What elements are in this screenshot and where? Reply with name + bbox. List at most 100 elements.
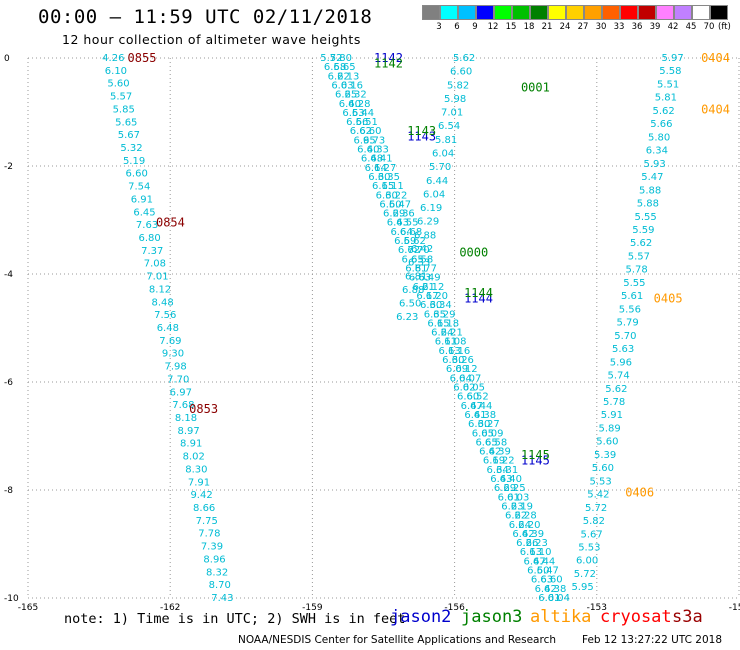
pass-time-label: 0853	[189, 402, 218, 416]
legend-swatch	[512, 5, 530, 20]
wave-height-value: 5.60	[107, 79, 129, 90]
wave-height-value: 6.17	[416, 291, 438, 302]
wave-height-value: 6.60	[359, 126, 381, 137]
wave-height-value: 6.30	[368, 172, 390, 183]
wave-height-value: 6.49	[418, 273, 440, 284]
pass-time-label: 1142	[374, 51, 403, 65]
wave-height-value: 6.24	[509, 520, 531, 531]
wave-height-value: 7.98	[164, 362, 186, 373]
wave-height-value: 7.43	[211, 593, 233, 604]
wave-height-value: 8.66	[193, 503, 215, 514]
wave-height-value: 5.79	[616, 318, 638, 329]
wave-height-value: 6.88	[402, 285, 424, 296]
wave-height-value: 8.30	[185, 464, 207, 475]
wave-height-value: 6.30	[468, 419, 490, 430]
wave-height-value: 6.47	[389, 199, 411, 210]
wave-height-value: 7.56	[154, 310, 176, 321]
legend-label: 70	[703, 22, 715, 32]
wave-height-value: 6.81	[405, 271, 427, 282]
legend-swatch	[638, 5, 656, 20]
pass-time-label: 1144	[464, 291, 493, 305]
wave-height-value: 5.51	[657, 79, 679, 90]
wave-height-value: 6.23	[501, 501, 523, 512]
y-tick-label: -4	[4, 270, 13, 280]
wave-height-value: 6.11	[381, 181, 403, 192]
wave-height-value: 6.20	[518, 520, 540, 531]
legend-swatch	[530, 5, 548, 20]
legend-swatch	[710, 5, 728, 20]
wave-height-value: 6.13	[337, 71, 359, 82]
wave-height-value: 5.19	[123, 156, 145, 167]
wave-height-value: 6.08	[444, 337, 466, 348]
wave-height-value: 6.58	[411, 254, 433, 265]
wave-height-value: 5.55	[634, 212, 656, 223]
wave-height-value: 6.04	[423, 189, 445, 200]
wave-height-value: 6.01	[498, 492, 520, 503]
wave-height-value: 6.34	[429, 300, 451, 311]
legend-unit: (ft)	[718, 22, 731, 32]
legend-swatch	[458, 5, 476, 20]
wave-height-value: 6.21	[441, 328, 463, 339]
wave-height-value: 6.40	[357, 145, 379, 156]
wave-height-value: 5.88	[637, 199, 659, 210]
wave-height-value: 6.35	[424, 309, 446, 320]
x-tick-label: -159	[302, 603, 323, 613]
pass-time-label: 0855	[128, 51, 157, 65]
wave-height-value: 6.41	[464, 410, 486, 421]
wave-height-value: 6.97	[170, 387, 192, 398]
x-tick-label: -162	[160, 603, 180, 613]
wave-height-value: 6.07	[459, 373, 481, 384]
wave-height-value: 6.25	[503, 483, 525, 494]
wave-height-value: 6.43	[387, 218, 409, 229]
wave-height-value: 6.65	[475, 437, 497, 448]
credit-line: NOAA/NESDIS Center for Satellite Applica…	[238, 634, 556, 646]
pass-time-label: 1143	[407, 129, 436, 143]
wave-height-value: 5.70	[614, 331, 636, 342]
wave-height-value: 5.65	[115, 117, 137, 128]
wave-height-value: 6.60	[126, 169, 148, 180]
wave-height-value: 6.03	[507, 492, 529, 503]
wave-height-value: 5.95	[571, 582, 593, 593]
wave-height-value: 6.60	[457, 392, 479, 403]
wave-height-value: 6.45	[133, 207, 155, 218]
chart-title: 00:00 – 11:59 UTC 02/11/2018	[38, 6, 373, 28]
wave-height-value: 6.44	[470, 401, 492, 412]
wave-height-value: 5.80	[330, 53, 352, 64]
wave-height-value: 6.58	[324, 62, 346, 73]
wave-height-value: 6.29	[433, 309, 455, 320]
wave-height-value: 7.54	[128, 182, 150, 193]
wave-height-value: 6.42	[512, 529, 534, 540]
wave-height-value: 4.26	[102, 53, 124, 64]
wave-height-value: 6.50	[399, 299, 421, 310]
pass-time-label: 1145	[521, 448, 550, 462]
wave-height-value: 5.62	[605, 384, 627, 395]
wave-height-value: 6.62	[350, 126, 372, 137]
wave-height-value: 6.11	[435, 337, 457, 348]
wave-height-value: 9.30	[162, 349, 184, 360]
legend-label: 24	[559, 22, 571, 32]
legend-label: 42	[667, 22, 679, 32]
wave-height-value: 7.70	[167, 374, 189, 385]
pass-time-label: 1143	[407, 124, 436, 138]
legend-label: 21	[541, 22, 553, 32]
wave-height-value: 5.67	[118, 130, 140, 141]
x-tick-label: -153	[587, 603, 607, 613]
pass-time-label: 0404	[701, 102, 730, 116]
wave-height-value: 6.22	[505, 511, 527, 522]
wave-height-value: 6.63	[531, 575, 553, 586]
wave-height-value: 5.59	[632, 225, 654, 236]
wave-height-value: 6.26	[452, 355, 474, 366]
wave-height-value: 6.60	[540, 575, 562, 586]
timestamp: Feb 12 13:27:22 UTC 2018	[582, 634, 722, 646]
legend-label: 30	[595, 22, 607, 32]
legend-swatch	[692, 5, 710, 20]
wave-height-value: 5.82	[447, 80, 469, 91]
wave-height-value: 6.58	[485, 437, 507, 448]
legend-swatch	[494, 5, 512, 20]
legend-label: 39	[649, 22, 661, 32]
wave-height-value: 5.39	[594, 450, 616, 461]
pass-time-label: 1144	[464, 286, 493, 300]
wave-height-value: 6.38	[474, 410, 496, 421]
legend-label: 6	[454, 22, 460, 32]
wave-height-value: 5.91	[601, 410, 623, 421]
